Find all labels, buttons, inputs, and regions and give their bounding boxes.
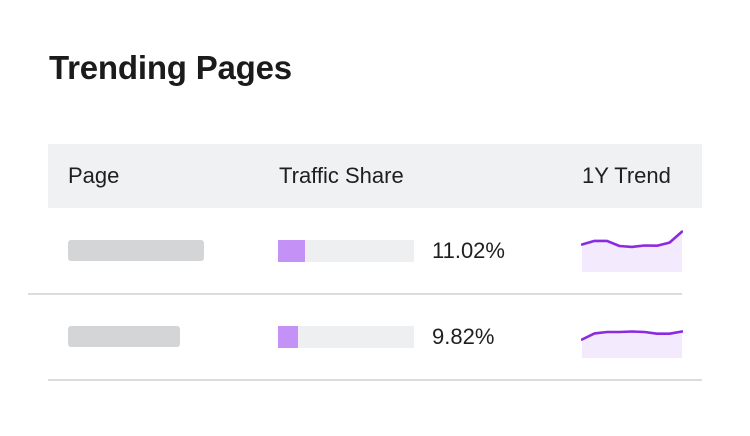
trend-area <box>582 231 682 272</box>
traffic-share-bar <box>278 240 414 262</box>
traffic-share-bar-fill <box>278 240 306 262</box>
traffic-share-bar <box>278 326 414 348</box>
trend-area <box>582 331 682 358</box>
column-header-trend[interactable]: 1Y Trend <box>582 163 671 188</box>
table-header: Page Traffic Share 1Y Trend <box>48 144 702 208</box>
column-header-page[interactable]: Page <box>68 163 120 188</box>
table-row[interactable]: 9.82% <box>48 294 702 380</box>
page-title: Trending Pages <box>49 49 292 86</box>
row-divider <box>48 379 702 381</box>
column-header-traffic-share[interactable]: Traffic Share <box>279 163 404 188</box>
row-divider <box>28 293 682 295</box>
page-name-placeholder <box>68 240 204 261</box>
traffic-share-value: 9.82% <box>432 324 495 349</box>
trend-line <box>581 230 683 249</box>
traffic-share-bar-fill <box>278 326 299 348</box>
page-name-placeholder <box>68 326 180 347</box>
trend-sparkline <box>581 230 683 272</box>
table-row[interactable]: 11.02% <box>48 208 702 294</box>
trend-sparkline <box>581 330 683 358</box>
trend-line <box>581 330 683 341</box>
traffic-share-value: 11.02% <box>432 238 505 263</box>
